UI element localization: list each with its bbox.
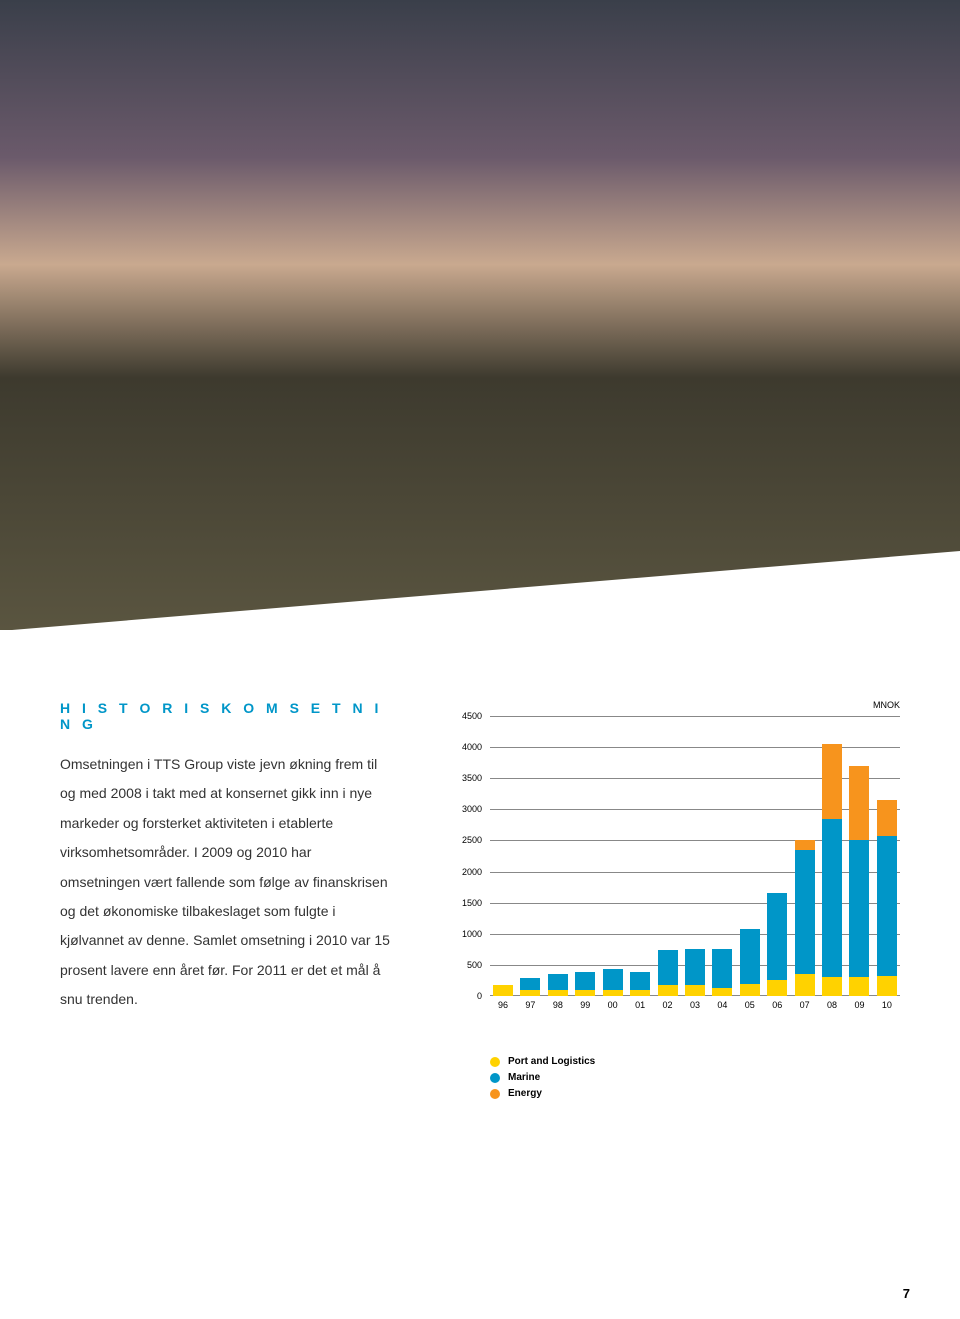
bar-segment-port: [520, 990, 540, 996]
bar-segment-port: [712, 988, 732, 996]
x-tick-label: 02: [658, 1000, 678, 1010]
bar-group: [740, 716, 760, 996]
x-tick-label: 10: [877, 1000, 897, 1010]
legend-label: Marine: [508, 1072, 540, 1083]
y-tick-label: 3000: [462, 804, 482, 814]
bar-chart: 450040003500300025002000150010005000 969…: [450, 716, 900, 1016]
bar-segment-marine: [822, 819, 842, 978]
x-tick-label: 05: [740, 1000, 760, 1010]
y-tick-label: 0: [477, 991, 482, 1001]
bar-segment-port: [877, 976, 897, 996]
bar-segment-port: [493, 985, 513, 996]
text-column: H I S T O R I S K O M S E T N I N G Omse…: [60, 700, 390, 1104]
y-tick-label: 4000: [462, 742, 482, 752]
body-paragraph: Omsetningen i TTS Group viste jevn øknin…: [60, 750, 390, 1015]
bar-group: [877, 716, 897, 996]
x-tick-label: 98: [548, 1000, 568, 1010]
bar-group: [712, 716, 732, 996]
bar-segment-port: [849, 977, 869, 996]
bar-segment-port: [685, 985, 705, 996]
bar-group: [603, 716, 623, 996]
y-tick-label: 2000: [462, 867, 482, 877]
bar-group: [630, 716, 650, 996]
chart-column: MNOK 45004000350030002500200015001000500…: [450, 700, 900, 1104]
bar-segment-port: [767, 980, 787, 996]
legend-row: Port and Logistics: [490, 1056, 900, 1067]
legend-label: Port and Logistics: [508, 1056, 595, 1067]
bar-segment-port: [575, 990, 595, 996]
bar-segment-port: [658, 985, 678, 996]
x-tick-label: 96: [493, 1000, 513, 1010]
bar-group: [849, 716, 869, 996]
legend-swatch: [490, 1073, 500, 1083]
bar-group: [658, 716, 678, 996]
section-heading: H I S T O R I S K O M S E T N I N G: [60, 700, 390, 732]
bar-segment-marine: [767, 893, 787, 980]
bar-group: [795, 716, 815, 996]
chart-legend: Port and Logistics Marine Energy: [490, 1056, 900, 1099]
x-tick-label: 09: [849, 1000, 869, 1010]
document-page: H I S T O R I S K O M S E T N I N G Omse…: [0, 0, 960, 1319]
y-tick-label: 500: [467, 960, 482, 970]
x-tick-label: 97: [520, 1000, 540, 1010]
bar-group: [685, 716, 705, 996]
y-tick-label: 2500: [462, 835, 482, 845]
bar-group: [767, 716, 787, 996]
legend-swatch: [490, 1057, 500, 1067]
bar-segment-marine: [712, 949, 732, 988]
bar-segment-marine: [740, 929, 760, 983]
y-axis-unit: MNOK: [450, 700, 900, 710]
page-number: 7: [903, 1286, 910, 1301]
x-axis-labels: 96 97 98 99 00 01 02 03 04 05 06 07 08 09 10: [490, 1000, 900, 1010]
content-area: H I S T O R I S K O M S E T N I N G Omse…: [0, 630, 960, 1134]
bar-segment-marine: [877, 836, 897, 976]
y-tick-label: 3500: [462, 773, 482, 783]
x-tick-label: 08: [822, 1000, 842, 1010]
bar-group: [548, 716, 568, 996]
bar-group: [575, 716, 595, 996]
y-tick-label: 1500: [462, 898, 482, 908]
bar-segment-marine: [685, 949, 705, 985]
bar-segment-marine: [795, 850, 815, 974]
legend-swatch: [490, 1089, 500, 1099]
legend-row: Energy: [490, 1088, 900, 1099]
x-tick-label: 99: [575, 1000, 595, 1010]
bar-segment-port: [548, 990, 568, 996]
bar-segment-port: [740, 984, 760, 996]
x-tick-label: 03: [685, 1000, 705, 1010]
x-tick-label: 01: [630, 1000, 650, 1010]
y-tick-label: 1000: [462, 929, 482, 939]
bar-segment-marine: [849, 840, 869, 977]
legend-label: Energy: [508, 1088, 542, 1099]
hero-image: [0, 0, 960, 630]
bar-group: [520, 716, 540, 996]
bar-segment-energy: [795, 840, 815, 849]
bar-segment-marine: [603, 969, 623, 990]
bar-segment-port: [795, 974, 815, 996]
y-tick-label: 4500: [462, 711, 482, 721]
bar-segment-marine: [575, 972, 595, 991]
bar-group: [822, 716, 842, 996]
bars-container: [490, 716, 900, 996]
legend-row: Marine: [490, 1072, 900, 1083]
x-tick-label: 07: [795, 1000, 815, 1010]
bar-segment-marine: [630, 972, 650, 991]
x-tick-label: 04: [712, 1000, 732, 1010]
bar-segment-energy: [849, 766, 869, 841]
bar-group: [493, 716, 513, 996]
bar-segment-marine: [520, 978, 540, 990]
bar-segment-energy: [877, 800, 897, 836]
bar-segment-port: [822, 977, 842, 996]
x-tick-label: 00: [603, 1000, 623, 1010]
y-axis-labels: 450040003500300025002000150010005000: [450, 716, 486, 996]
bar-segment-port: [603, 990, 623, 996]
x-tick-label: 06: [767, 1000, 787, 1010]
bar-segment-marine: [658, 950, 678, 985]
bar-segment-marine: [548, 974, 568, 990]
bar-segment-energy: [822, 744, 842, 819]
bar-segment-port: [630, 990, 650, 996]
